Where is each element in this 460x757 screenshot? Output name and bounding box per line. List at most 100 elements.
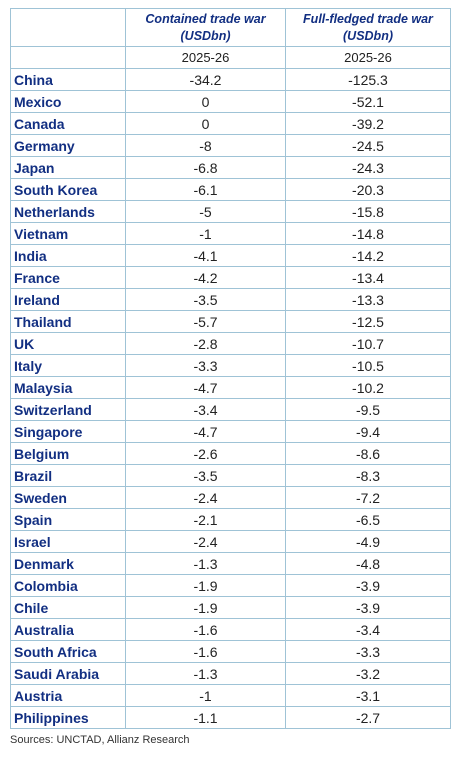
country-cell: Belgium [10, 442, 126, 465]
full-value-cell: -4.8 [285, 552, 451, 575]
full-value-cell: -52.1 [285, 90, 451, 113]
contained-value-cell: -34.2 [125, 68, 286, 91]
full-value-cell: -15.8 [285, 200, 451, 223]
contained-value-cell: -1.3 [125, 662, 286, 685]
country-cell: Netherlands [10, 200, 126, 223]
contained-value-cell: -2.6 [125, 442, 286, 465]
full-value-cell: -3.3 [285, 640, 451, 663]
table-row: Israel -2.4 -4.9 [10, 530, 451, 553]
full-value-cell: -20.3 [285, 178, 451, 201]
country-cell: Brazil [10, 464, 126, 487]
country-cell: Israel [10, 530, 126, 553]
full-value-cell: -13.4 [285, 266, 451, 289]
full-value-cell: -3.2 [285, 662, 451, 685]
table-row: Switzerland -3.4 -9.5 [10, 398, 451, 421]
country-cell: China [10, 68, 126, 91]
contained-value-cell: -3.4 [125, 398, 286, 421]
header-full: Full-fledged trade war (USDbn) [285, 8, 451, 47]
header-country-blank [10, 8, 126, 47]
contained-value-cell: -3.5 [125, 288, 286, 311]
full-value-cell: -125.3 [285, 68, 451, 91]
contained-value-cell: -3.5 [125, 464, 286, 487]
contained-value-cell: -6.8 [125, 156, 286, 179]
contained-value-cell: -1.1 [125, 706, 286, 729]
full-value-cell: -12.5 [285, 310, 451, 333]
header-full-line2: (USDbn) [343, 28, 393, 43]
country-cell: South Korea [10, 178, 126, 201]
full-value-cell: -9.4 [285, 420, 451, 443]
table-row: Malaysia -4.7 -10.2 [10, 376, 451, 399]
contained-value-cell: -8 [125, 134, 286, 157]
table-row: Singapore -4.7 -9.4 [10, 420, 451, 443]
full-value-cell: -7.2 [285, 486, 451, 509]
table-row: Denmark -1.3 -4.8 [10, 552, 451, 575]
period-contained: 2025-26 [125, 46, 286, 69]
header-full-line1: Full-fledged trade war [303, 11, 433, 26]
contained-value-cell: -1 [125, 222, 286, 245]
full-value-cell: -9.5 [285, 398, 451, 421]
header-row: Contained trade war (USDbn) Full-fledged… [10, 8, 451, 47]
country-cell: Australia [10, 618, 126, 641]
contained-value-cell: -4.7 [125, 420, 286, 443]
full-value-cell: -10.2 [285, 376, 451, 399]
country-cell: Mexico [10, 90, 126, 113]
contained-value-cell: 0 [125, 90, 286, 113]
country-cell: Singapore [10, 420, 126, 443]
table-row: Saudi Arabia -1.3 -3.2 [10, 662, 451, 685]
country-cell: Colombia [10, 574, 126, 597]
full-value-cell: -13.3 [285, 288, 451, 311]
table-row: Canada 0 -39.2 [10, 112, 451, 135]
trade-war-table: Contained trade war (USDbn) Full-fledged… [10, 8, 451, 729]
contained-value-cell: -1.6 [125, 640, 286, 663]
table-row: Australia -1.6 -3.4 [10, 618, 451, 641]
country-cell: Chile [10, 596, 126, 619]
period-row: 2025-26 2025-26 [10, 46, 451, 69]
full-value-cell: -2.7 [285, 706, 451, 729]
contained-value-cell: -4.2 [125, 266, 286, 289]
country-cell: Vietnam [10, 222, 126, 245]
table-row: Austria -1 -3.1 [10, 684, 451, 707]
table-row: Belgium -2.6 -8.6 [10, 442, 451, 465]
country-cell: Malaysia [10, 376, 126, 399]
country-cell: Austria [10, 684, 126, 707]
table-row: Italy -3.3 -10.5 [10, 354, 451, 377]
header-contained: Contained trade war (USDbn) [125, 8, 286, 47]
contained-value-cell: -4.7 [125, 376, 286, 399]
table-row: Vietnam -1 -14.8 [10, 222, 451, 245]
country-cell: Germany [10, 134, 126, 157]
full-value-cell: -24.5 [285, 134, 451, 157]
header-contained-line1: Contained trade war [145, 11, 266, 26]
full-value-cell: -8.3 [285, 464, 451, 487]
table-row: South Korea -6.1 -20.3 [10, 178, 451, 201]
contained-value-cell: -4.1 [125, 244, 286, 267]
contained-value-cell: -1 [125, 684, 286, 707]
country-cell: Switzerland [10, 398, 126, 421]
country-cell: Thailand [10, 310, 126, 333]
country-cell: Japan [10, 156, 126, 179]
full-value-cell: -14.8 [285, 222, 451, 245]
full-value-cell: -39.2 [285, 112, 451, 135]
table-row: Spain -2.1 -6.5 [10, 508, 451, 531]
table-row: Colombia -1.9 -3.9 [10, 574, 451, 597]
full-value-cell: -8.6 [285, 442, 451, 465]
table-row: Ireland -3.5 -13.3 [10, 288, 451, 311]
table-row: China -34.2 -125.3 [10, 68, 451, 91]
table-row: Germany -8 -24.5 [10, 134, 451, 157]
contained-value-cell: -1.9 [125, 596, 286, 619]
contained-value-cell: -5 [125, 200, 286, 223]
full-value-cell: -3.9 [285, 574, 451, 597]
country-cell: Italy [10, 354, 126, 377]
contained-value-cell: -1.6 [125, 618, 286, 641]
table-row: Chile -1.9 -3.9 [10, 596, 451, 619]
trade-war-table-container: Contained trade war (USDbn) Full-fledged… [10, 8, 451, 729]
period-blank [10, 46, 126, 69]
header-contained-line2: (USDbn) [180, 28, 231, 43]
full-value-cell: -4.9 [285, 530, 451, 553]
table-row: South Africa -1.6 -3.3 [10, 640, 451, 663]
contained-value-cell: -2.1 [125, 508, 286, 531]
country-cell: France [10, 266, 126, 289]
country-cell: Saudi Arabia [10, 662, 126, 685]
contained-value-cell: -2.4 [125, 486, 286, 509]
contained-value-cell: 0 [125, 112, 286, 135]
table-row: Netherlands -5 -15.8 [10, 200, 451, 223]
